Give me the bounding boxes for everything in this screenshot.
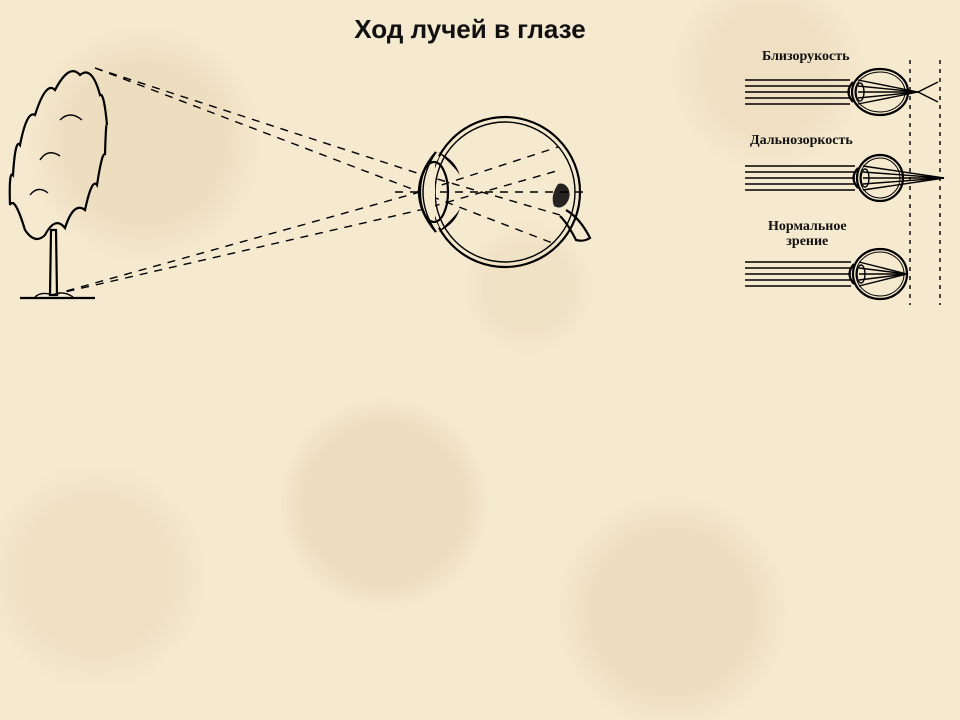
small-eye-0 [745,69,938,115]
small-eye-1 [745,155,944,201]
light-rays [52,68,585,295]
vision-conditions-panel [745,60,944,305]
tree [10,71,107,298]
small-eye-2 [745,249,907,299]
diagram-canvas [0,0,960,720]
